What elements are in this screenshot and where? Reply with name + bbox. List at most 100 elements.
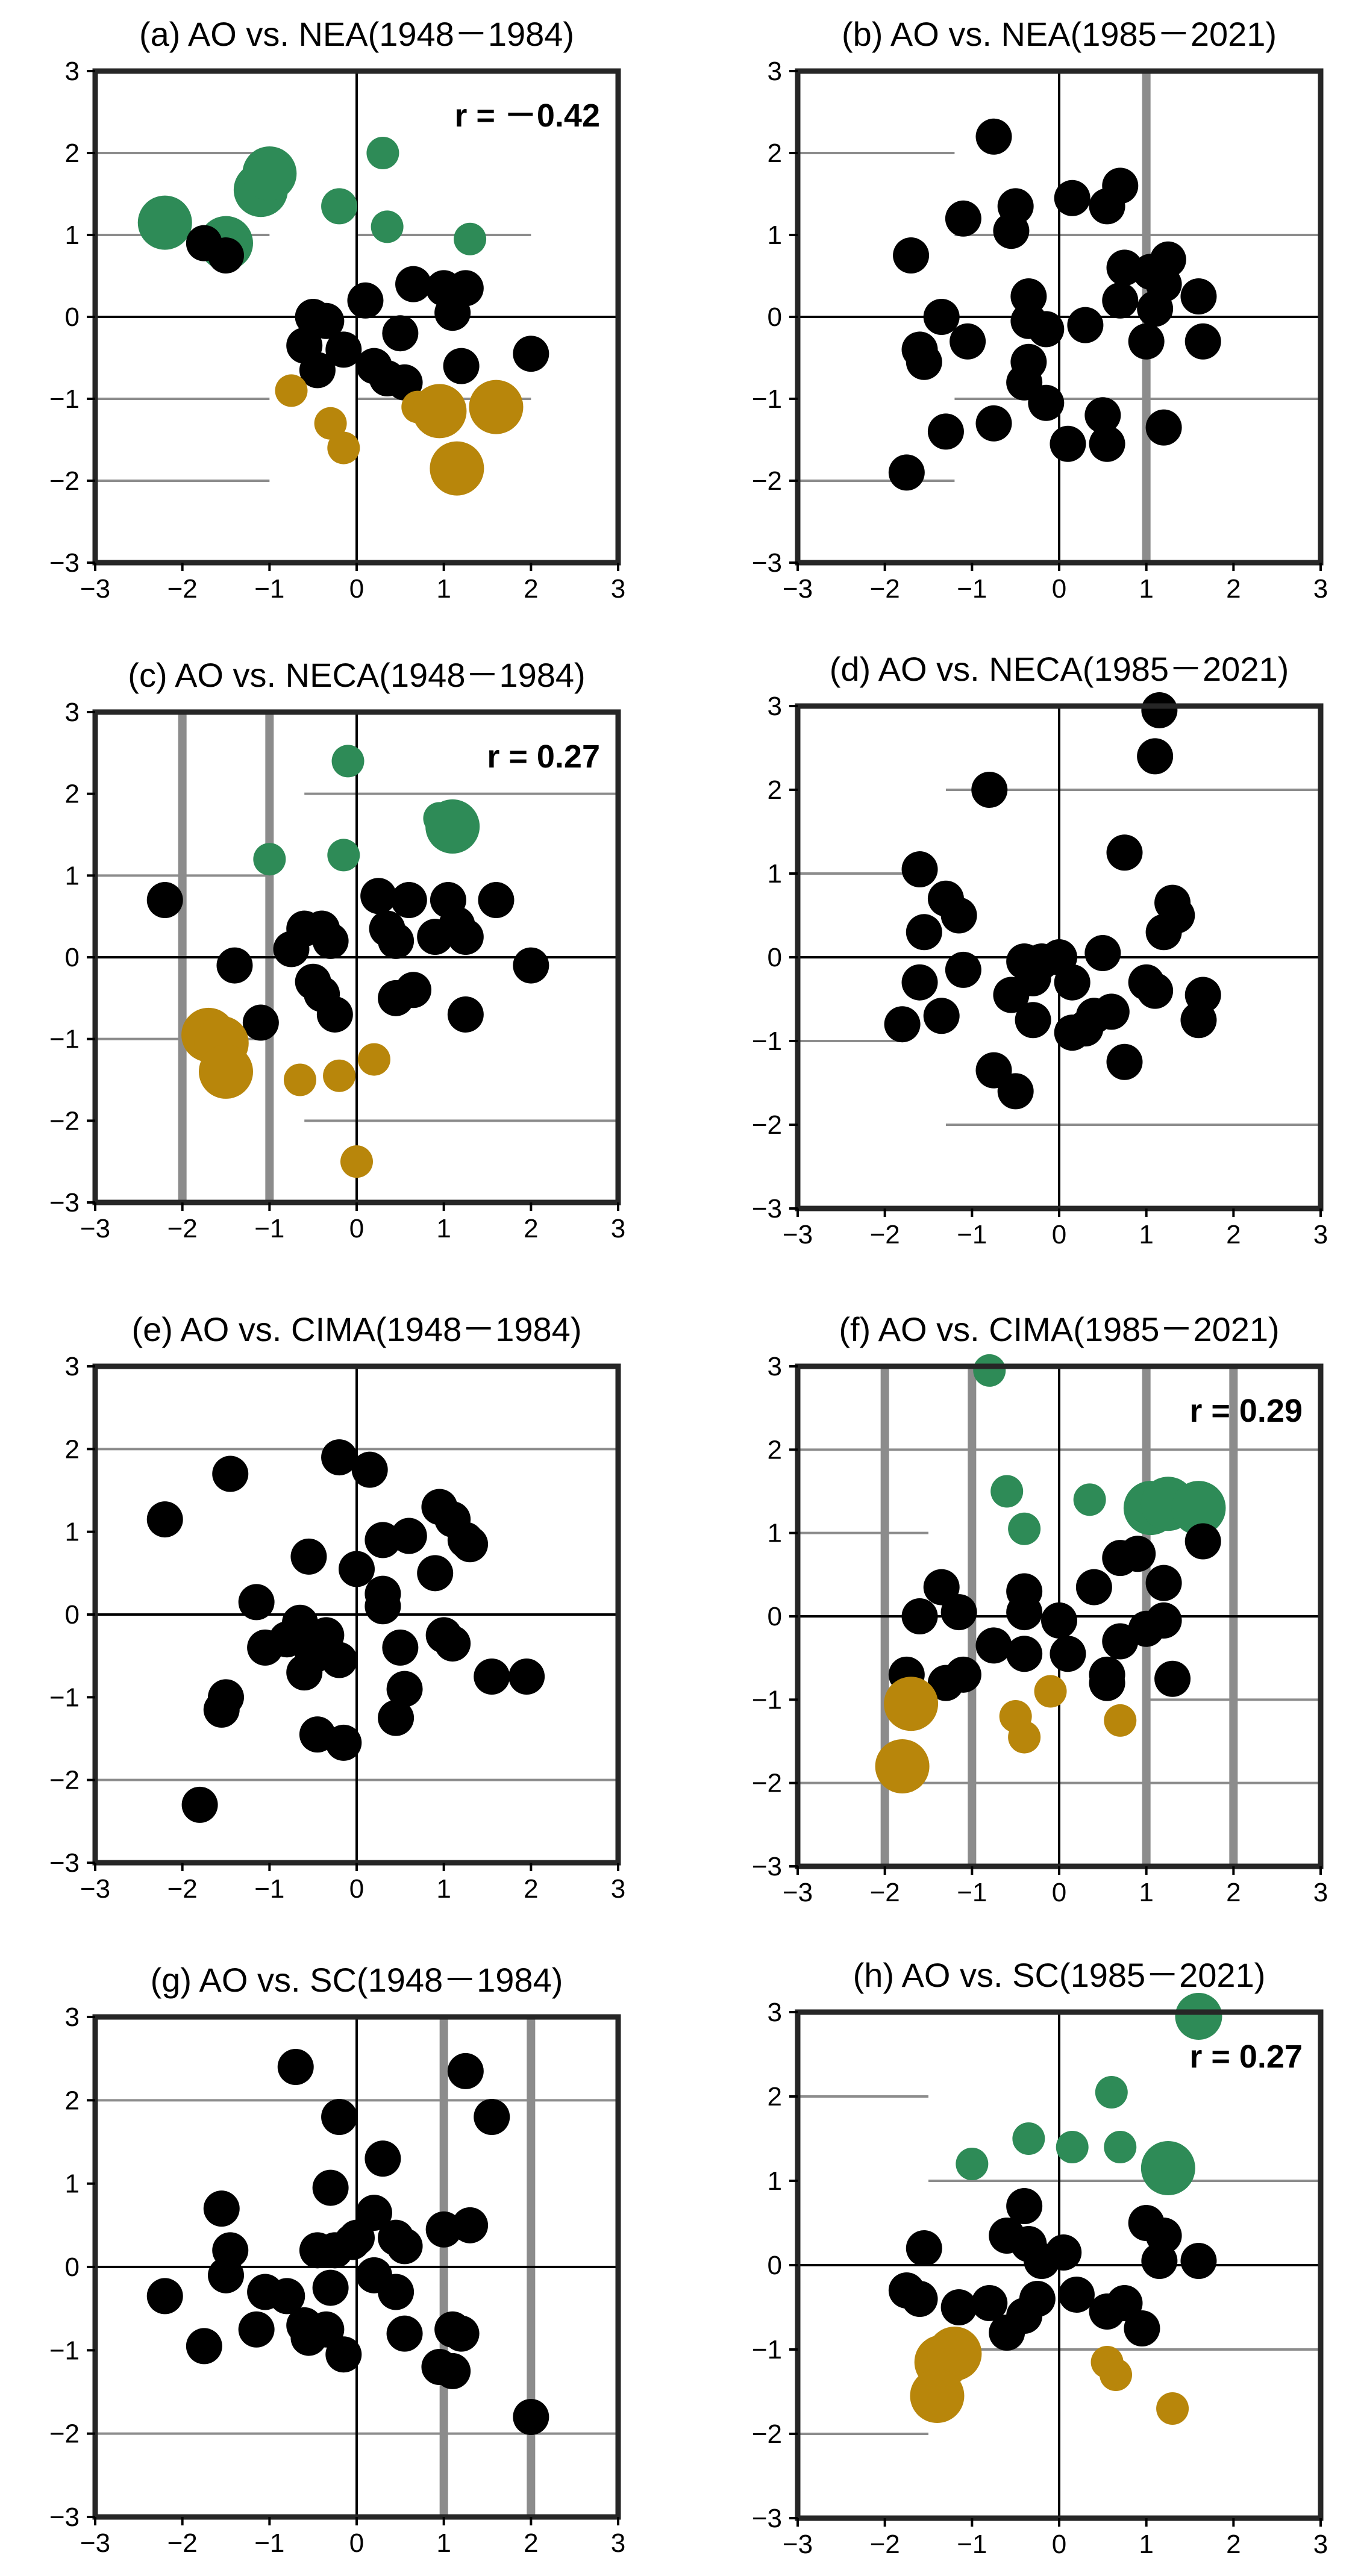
point (1054, 964, 1090, 1001)
point (339, 1551, 375, 1587)
panel-title: (a) AO vs. NEA(1948－1984) (139, 15, 574, 53)
point (474, 1658, 510, 1695)
point-positive (253, 843, 286, 876)
point-positive (371, 210, 404, 243)
point (901, 964, 938, 1001)
x-tick-label: −2 (870, 1220, 900, 1249)
point-negative (327, 431, 360, 464)
point (308, 302, 345, 339)
x-tick-label: 3 (611, 1874, 625, 1904)
point-negative (910, 2369, 965, 2423)
point (901, 851, 938, 888)
point (901, 1598, 938, 1634)
point (971, 2285, 1008, 2321)
point (1089, 1665, 1125, 1701)
point-positive (137, 195, 192, 250)
point (312, 922, 349, 959)
y-tick-label: 2 (768, 139, 782, 168)
x-tick-label: 0 (1052, 1220, 1066, 1249)
point (443, 2315, 480, 2352)
x-tick-label: −3 (80, 1874, 110, 1904)
point (390, 882, 427, 919)
point (386, 2315, 423, 2352)
correlation-label: r = －0.42 (454, 98, 600, 134)
point-positive (990, 1475, 1024, 1508)
point (434, 2352, 471, 2389)
y-tick-label: −3 (49, 1848, 80, 1878)
point (888, 454, 925, 491)
correlation-label: r = 0.27 (487, 739, 600, 775)
x-tick-label: −1 (957, 1878, 987, 1907)
point (378, 922, 415, 959)
y-tick-label: −3 (49, 548, 80, 578)
point (365, 1588, 401, 1625)
y-tick-label: −1 (752, 1685, 782, 1715)
y-tick-label: −2 (752, 2419, 782, 2449)
x-tick-label: −1 (254, 1214, 284, 1243)
point (447, 996, 484, 1033)
point (1067, 1010, 1104, 1047)
y-tick-label: 2 (65, 2086, 80, 2115)
point-negative (927, 2327, 982, 2381)
x-tick-label: 0 (1052, 574, 1066, 604)
y-tick-label: 3 (65, 2002, 80, 2032)
y-tick-label: −2 (49, 1766, 80, 1795)
point (1006, 2188, 1043, 2224)
point-negative (275, 374, 308, 407)
point (208, 237, 244, 274)
y-tick-label: 2 (65, 780, 80, 809)
y-tick-label: 3 (65, 1352, 80, 1381)
point (443, 348, 480, 384)
y-tick-label: 1 (768, 1519, 782, 1548)
point (1015, 1002, 1051, 1039)
point (1084, 935, 1121, 972)
panel-5: (f) AO vs. CIMA(1985－2021) −3 −2 −1 0 1 2 3 3 2 1 0… (752, 1310, 1328, 1907)
point (1067, 307, 1104, 343)
x-tick-label: −3 (783, 2530, 813, 2559)
y-tick-label: 0 (768, 943, 782, 972)
point-positive (956, 2148, 989, 2180)
point-positive (1012, 2122, 1045, 2155)
point (901, 2281, 938, 2317)
point (395, 972, 432, 1008)
x-tick-label: 3 (611, 2528, 625, 2558)
point-positive (1073, 1483, 1106, 1516)
point (146, 882, 183, 919)
y-tick-label: −2 (752, 466, 782, 496)
point (1093, 993, 1130, 1030)
x-tick-label: −2 (870, 1878, 900, 1907)
point (238, 2311, 275, 2348)
y-tick-label: −2 (49, 466, 80, 496)
point (203, 2190, 240, 2227)
x-tick-label: −1 (957, 574, 987, 604)
y-tick-label: 0 (65, 943, 80, 972)
x-tick-label: 0 (349, 574, 364, 604)
point (945, 200, 981, 237)
point (242, 1004, 279, 1041)
y-tick-label: 1 (65, 2169, 80, 2199)
x-tick-label: 2 (1226, 574, 1241, 604)
y-tick-label: −3 (49, 1188, 80, 1218)
point (312, 2169, 349, 2206)
point (940, 897, 977, 934)
point-positive (1056, 2131, 1089, 2163)
y-tick-label: 1 (65, 861, 80, 890)
y-tick-label: −1 (49, 384, 80, 414)
point (434, 1625, 471, 1662)
y-tick-label: 0 (768, 1602, 782, 1631)
panel-4: (e) AO vs. CIMA(1948－1984) −3 −2 −1 0 1 2 3 3 2 1 0… (49, 1310, 625, 1904)
x-tick-label: 1 (1139, 1878, 1153, 1907)
point-negative (412, 384, 467, 439)
panel-title: (c) AO vs. NECA(1948－1984) (128, 656, 585, 694)
point (906, 343, 942, 380)
point (395, 266, 432, 302)
point (1141, 2243, 1178, 2279)
x-tick-label: −1 (957, 1220, 987, 1249)
y-tick-label: −3 (752, 548, 782, 578)
point (146, 2278, 183, 2315)
point (365, 1522, 401, 1558)
point (1075, 1569, 1112, 1605)
point (452, 1526, 489, 1563)
y-tick-label: 3 (65, 57, 80, 86)
y-tick-label: 3 (768, 57, 782, 86)
